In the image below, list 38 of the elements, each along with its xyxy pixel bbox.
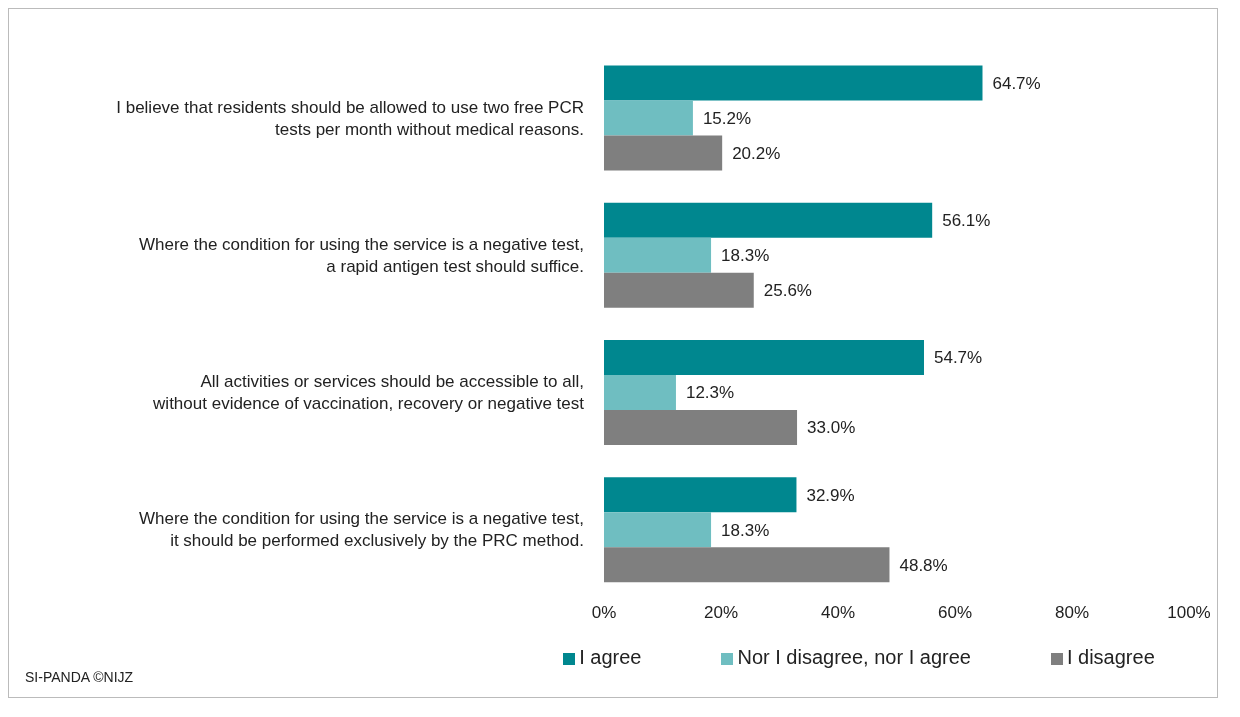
data-label: 18.3% — [721, 246, 770, 266]
data-label: 32.9% — [806, 485, 855, 505]
data-label: 64.7% — [992, 73, 1041, 93]
y-tick-label: All activities or services should be accessible to all, without evidence of vaccination, recovery or negative test — [152, 372, 585, 414]
x-tick-label: 20% — [703, 603, 739, 623]
y-tick-label: Where the condition for using the service is a negative test, a rapid antigen test should suffice. — [138, 234, 584, 276]
bar — [604, 100, 693, 136]
legend-label: Nor I disagree, nor I agree — [737, 646, 971, 668]
data-label: 12.3% — [685, 383, 735, 403]
text: SI-PANDA ©NIJZ — [25, 669, 134, 685]
x-tick-label: 0% — [591, 603, 617, 623]
legend-label: I agree — [579, 646, 642, 668]
bar — [604, 339, 924, 375]
bar — [604, 547, 890, 583]
x-tick-label: 80% — [1054, 603, 1090, 623]
bar — [604, 409, 798, 445]
bar — [604, 202, 933, 238]
data-label: 56.1% — [942, 211, 991, 231]
data-label: 20.2% — [732, 143, 781, 163]
x-tick-label: 40% — [820, 603, 856, 623]
bar — [604, 512, 712, 548]
bar — [604, 135, 723, 171]
bar — [604, 65, 983, 101]
x-tick-label: 100% — [1167, 603, 1211, 623]
data-label: 25.6% — [763, 281, 812, 301]
bar — [604, 477, 797, 513]
bar — [604, 272, 754, 308]
bar — [604, 374, 676, 410]
bar — [604, 237, 712, 273]
data-label: 54.7% — [933, 348, 983, 368]
data-label: 18.3% — [721, 520, 770, 540]
data-label: 15.2% — [702, 108, 752, 128]
data-label: 48.8% — [899, 555, 948, 575]
legend-label: I disagree — [1066, 646, 1155, 668]
data-label: 33.0% — [807, 418, 856, 438]
y-tick-label: Where the condition for using the service is a negative test, it should be performed exclusively by the PRC method. — [138, 509, 584, 551]
x-tick-label: 60% — [937, 603, 973, 623]
y-tick-label: I believe that residents should be allowed to use two free PCR tests per month without medical reasons. — [116, 97, 584, 139]
